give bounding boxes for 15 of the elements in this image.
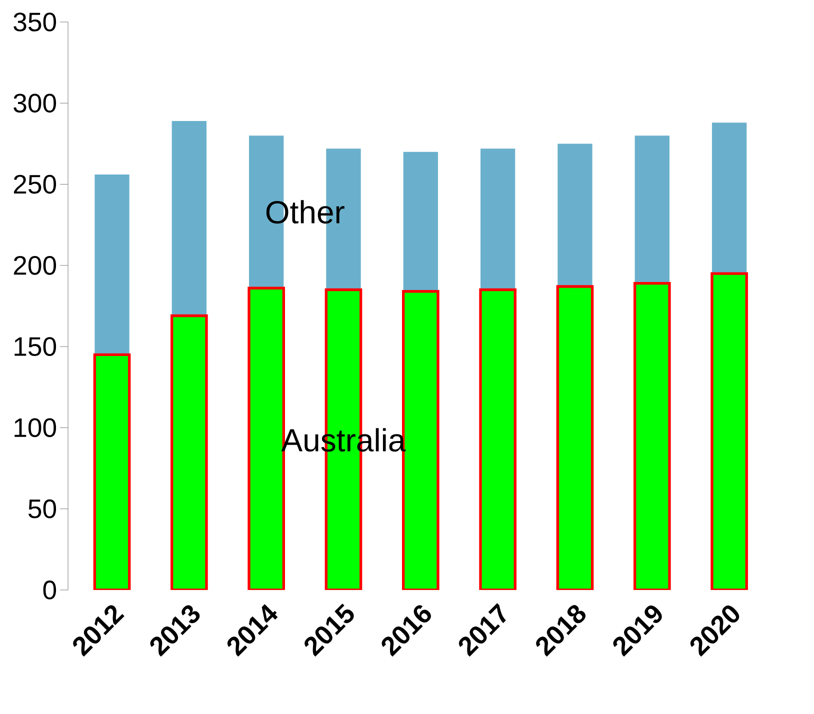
y-tick-label: 250: [14, 174, 56, 194]
bar: [558, 144, 592, 287]
bar: [712, 122, 747, 274]
y-tick-label: 350: [14, 12, 56, 32]
y-tick-label: 50: [28, 499, 56, 518]
bar: [172, 120, 207, 316]
y-tick-label: 0: [43, 580, 56, 600]
bar: [480, 148, 516, 290]
y-tick-label: 200: [14, 256, 56, 275]
bar: [634, 136, 670, 284]
y-tick-label: 100: [14, 418, 56, 438]
bar: [403, 152, 438, 292]
y-tick-label: 300: [14, 94, 56, 113]
bar: [94, 174, 130, 355]
y-tick-label: 150: [14, 337, 56, 356]
